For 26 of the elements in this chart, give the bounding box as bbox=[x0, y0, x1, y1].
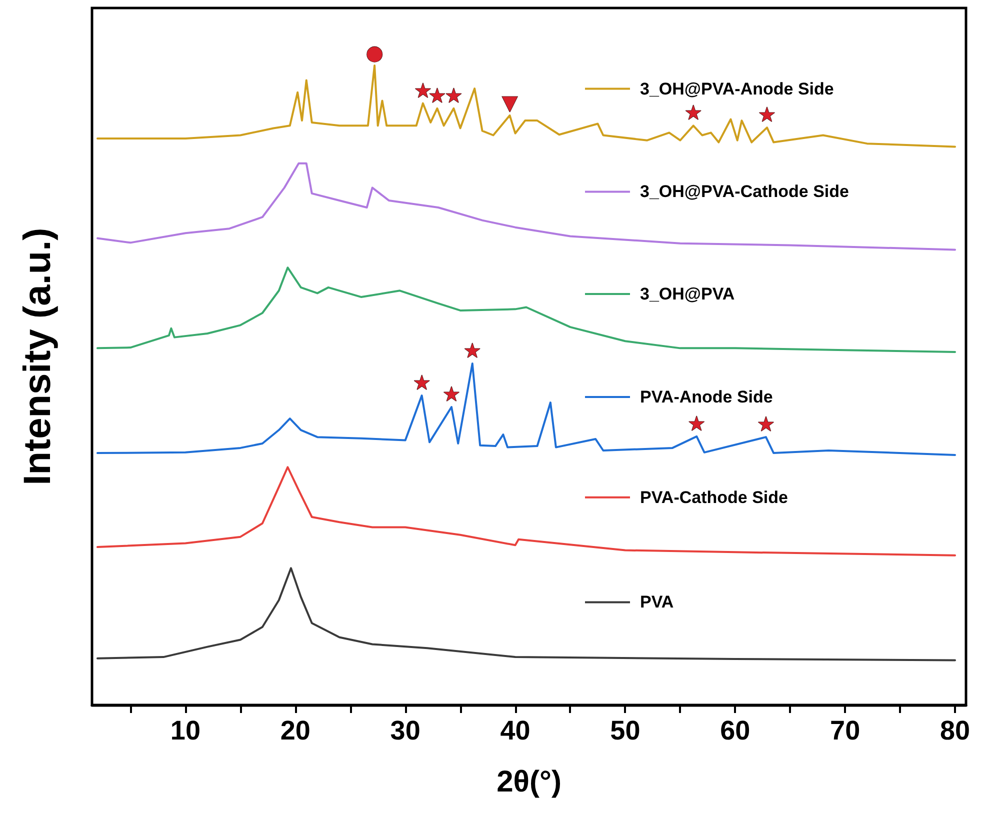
legend-label: 3_OH@PVA-Anode Side bbox=[640, 79, 834, 98]
y-axis-title: Intensity (a.u.) bbox=[17, 228, 59, 486]
annotation: ★ bbox=[412, 370, 431, 395]
annotation: ★ bbox=[688, 411, 706, 436]
x-axis-title: 2θ(°) bbox=[496, 766, 562, 798]
annotation: ▼ bbox=[502, 90, 518, 114]
x-tick-label: 40 bbox=[500, 716, 530, 746]
annotation: ★ bbox=[442, 382, 460, 406]
x-tick-label: 30 bbox=[390, 716, 420, 746]
legend-label: PVA-Anode Side bbox=[640, 387, 773, 406]
x-tick-label: 10 bbox=[170, 716, 200, 746]
x-tick-label: 70 bbox=[830, 716, 860, 746]
legend-label: 3_OH@PVA bbox=[640, 284, 735, 304]
legend-label: PVA-Cathode Side bbox=[640, 488, 788, 507]
x-tick-label: 60 bbox=[720, 716, 750, 746]
annotation: ★ bbox=[444, 83, 463, 108]
x-tick-label: 50 bbox=[610, 716, 640, 746]
legend-label: 3_OH@PVA-Cathode Side bbox=[640, 182, 849, 202]
annotation: ● bbox=[366, 40, 384, 65]
annotation: ★ bbox=[463, 338, 482, 363]
x-tick-label: 80 bbox=[940, 716, 970, 746]
annotation: ★ bbox=[684, 100, 702, 125]
annotation: ★ bbox=[756, 412, 775, 436]
x-tick-label: 20 bbox=[280, 716, 310, 746]
annotation: ★ bbox=[758, 102, 776, 127]
legend-label: PVA bbox=[640, 592, 674, 612]
